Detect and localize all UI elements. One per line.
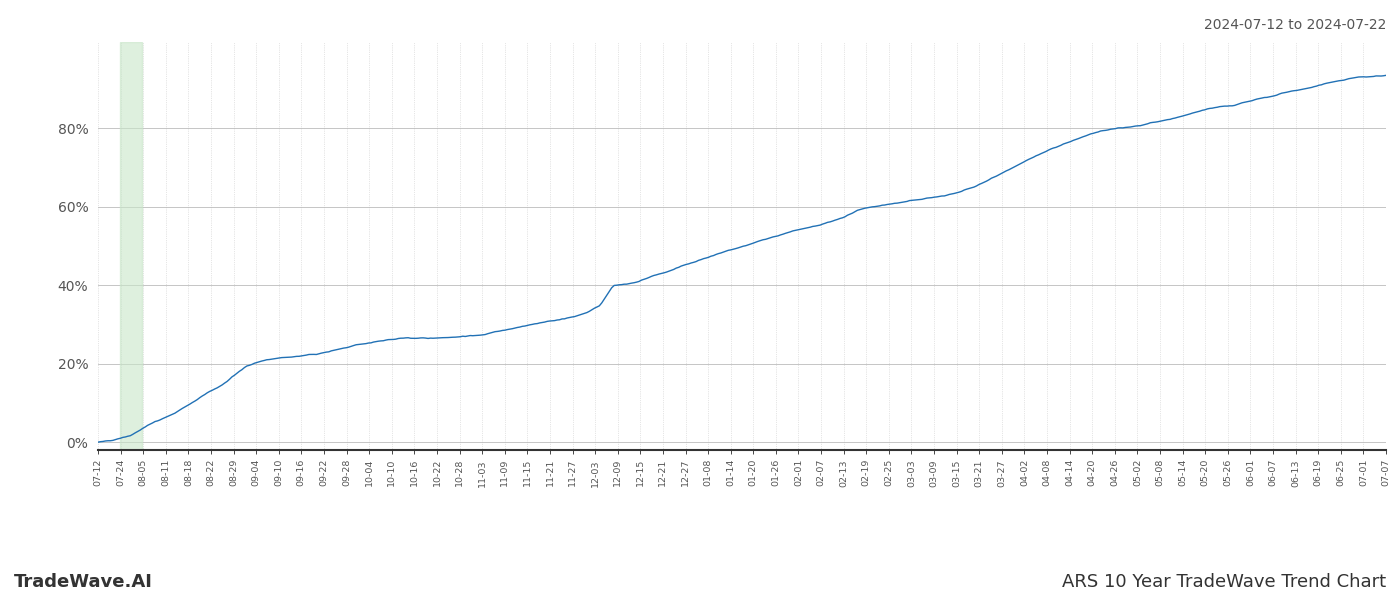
Text: TradeWave.AI: TradeWave.AI: [14, 573, 153, 591]
Text: 2024-07-12 to 2024-07-22: 2024-07-12 to 2024-07-22: [1204, 18, 1386, 32]
Text: ARS 10 Year TradeWave Trend Chart: ARS 10 Year TradeWave Trend Chart: [1061, 573, 1386, 591]
Bar: [120, 42, 143, 450]
